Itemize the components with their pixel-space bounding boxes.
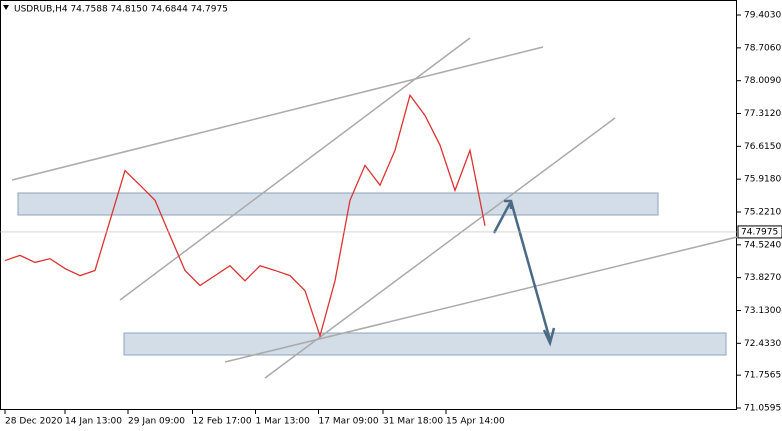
trend-line <box>224 236 738 363</box>
trend-line <box>11 46 544 181</box>
y-tick-label: 74.5240 <box>744 240 781 250</box>
forecast-arrow <box>492 199 552 341</box>
annotations <box>11 37 738 379</box>
price-line <box>4 93 486 339</box>
y-tick-label: 78.7060 <box>744 43 781 53</box>
x-tick-label: 28 Dec 2020 <box>5 417 63 427</box>
header: USDRUB,H4 74.7588 74.8150 74.6844 74.797… <box>14 5 228 15</box>
y-tick-label: 79.4030 <box>744 11 781 21</box>
last-price-box <box>737 225 782 239</box>
y-tick-label: 71.0595 <box>744 403 781 413</box>
x-tick-label: 14 Jan 13:00 <box>65 417 122 427</box>
y-tick-label: 75.2210 <box>744 207 781 217</box>
arrow-head <box>542 327 556 347</box>
menu-icon <box>3 5 9 10</box>
y-tick-label: 77.3120 <box>744 109 781 119</box>
last-price-label: 74.7975 <box>741 227 778 237</box>
y-tick-label: 78.0090 <box>744 76 781 86</box>
support-zone <box>123 332 727 356</box>
resistance-zone <box>17 192 659 216</box>
y-tick-label: 73.8270 <box>744 273 781 283</box>
y-tick-label: 76.6150 <box>744 142 781 152</box>
y-tick-label: 71.7565 <box>744 371 781 381</box>
x-tick-label: 17 Mar 09:00 <box>319 417 379 427</box>
y-tick-label: 75.9180 <box>744 175 781 185</box>
x-tick-label: 12 Feb 17:00 <box>193 417 252 427</box>
x-tick-label: 31 Mar 18:00 <box>383 417 443 427</box>
y-tick-label: 72.4330 <box>744 339 781 349</box>
y-tick-label: 73.1300 <box>744 306 781 316</box>
trend-line <box>264 117 616 379</box>
x-tick-label: 29 Jan 09:00 <box>128 417 185 427</box>
x-tick-label: 15 Apr 14:00 <box>446 417 505 427</box>
x-tick-label: 1 Mar 13:00 <box>256 417 311 427</box>
